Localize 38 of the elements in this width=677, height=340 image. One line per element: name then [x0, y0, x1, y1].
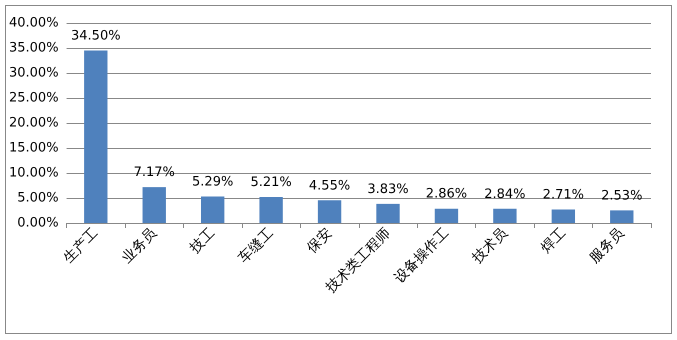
x-tick-label: 技工 [186, 225, 218, 258]
y-tick-label: 25.00% [8, 90, 59, 106]
bar [493, 208, 517, 223]
bar [142, 187, 166, 223]
bar [552, 209, 576, 223]
x-tick-label: 焊工 [538, 225, 569, 256]
data-label: 2.53% [601, 188, 642, 204]
y-tick-label: 35.00% [8, 40, 59, 56]
y-tick-label: 30.00% [8, 66, 59, 80]
bar [610, 210, 634, 223]
data-label: 5.21% [250, 174, 292, 190]
data-label: 4.55% [308, 178, 350, 194]
y-tick-label: 15.00% [8, 140, 59, 156]
x-tick-label: 车缝工 [236, 225, 277, 266]
bar [259, 196, 283, 223]
data-label: 34.50% [71, 28, 121, 44]
data-label: 2.84% [484, 186, 526, 202]
x-tick-label: 保安 [304, 225, 336, 256]
x-tick-label: 业务员 [118, 225, 160, 266]
bar [318, 200, 342, 223]
x-tick-label: 生产工 [60, 225, 102, 266]
x-tick-label: 技术员 [468, 225, 511, 268]
y-tick-label: 40.00% [8, 16, 59, 30]
x-tick-label: 设备操作工 [391, 225, 452, 286]
bar [84, 50, 108, 223]
y-tick-label: 20.00% [8, 116, 59, 130]
data-label: 2.71% [542, 187, 584, 202]
bar [376, 204, 400, 223]
data-label: 3.83% [367, 182, 409, 197]
y-tick-label: 5.00% [17, 190, 59, 206]
bar [200, 196, 224, 223]
y-tick-label: 10.00% [8, 166, 59, 180]
x-tick-label: 服务员 [586, 225, 628, 266]
data-label: 7.17% [134, 165, 175, 180]
bar [434, 208, 458, 223]
data-label: 2.86% [426, 186, 468, 202]
data-label: 5.29% [192, 174, 234, 190]
y-tick-label: 0.00% [17, 216, 59, 230]
